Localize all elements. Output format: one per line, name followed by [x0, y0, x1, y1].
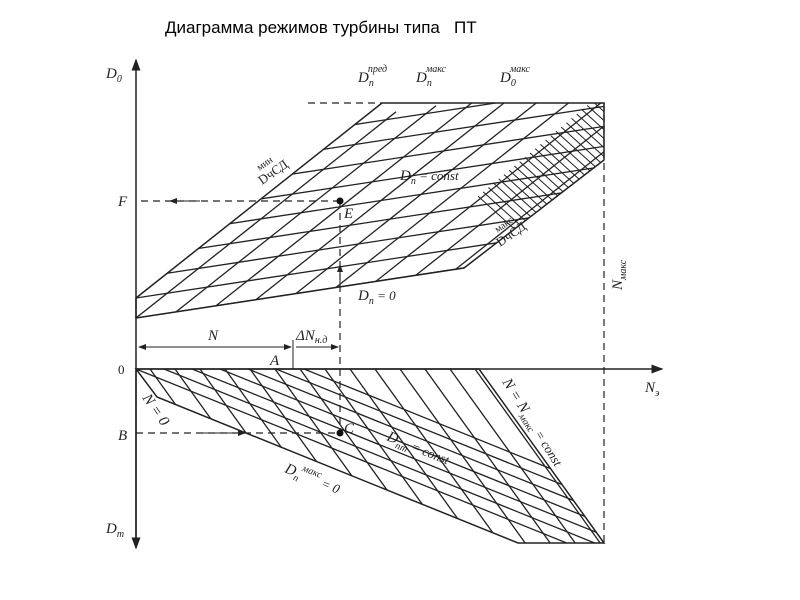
label-dp-const: Dп = const	[399, 168, 459, 187]
hatch-line	[599, 103, 604, 271]
lower-flow-line	[217, 369, 604, 543]
steam-flow-line	[415, 103, 604, 276]
hatch-line	[620, 90, 800, 270]
hatch-line	[630, 90, 800, 270]
lower-power-line	[399, 369, 529, 543]
label-d0-max: D0макс	[499, 64, 531, 89]
lower-power-line	[299, 369, 429, 543]
label-n-max-const: N = Nмакс = const	[496, 375, 566, 471]
steam-flow-line	[295, 103, 557, 295]
lower-flow-line	[189, 369, 604, 543]
dimension-label-n: N	[207, 328, 219, 344]
hatch-line	[650, 90, 800, 270]
hatch-line	[559, 103, 604, 271]
steam-flow-line	[335, 103, 597, 288]
point-label-b: B	[118, 428, 127, 444]
dimension-label-dn: ΔNн.д	[295, 328, 327, 346]
steam-flow-line	[455, 103, 604, 270]
steam-flow-line	[136, 111, 397, 318]
origin-label: 0	[118, 362, 125, 377]
lower-power-line	[424, 369, 554, 543]
extraction-line	[136, 103, 604, 159]
lower-power-line	[224, 369, 354, 543]
lower-power-line	[474, 369, 604, 543]
label-n-zero: N = 0	[138, 390, 172, 429]
axis-label-ne: Nэ	[644, 380, 660, 399]
point-label-f: F	[117, 194, 128, 210]
axis-label-dt: Dт	[105, 521, 124, 540]
label-dp-zero: Dп = 0	[357, 288, 396, 307]
extraction-line	[136, 184, 604, 259]
lower-flow-line	[136, 369, 604, 543]
extraction-line	[136, 104, 604, 179]
label-n-max: Nмакс	[610, 259, 629, 291]
label-dpt-const: Dпт = const	[382, 428, 451, 471]
hatch-line	[569, 103, 604, 271]
point-label-c: C	[344, 421, 355, 437]
point-e	[336, 197, 344, 205]
label-dp-pred: Dппред	[357, 64, 387, 89]
lower-power-line	[449, 369, 579, 543]
label-dp-max: Dпмакс	[415, 64, 447, 89]
lower-power-line	[349, 369, 479, 543]
hatch-line	[589, 103, 604, 271]
point-c	[336, 429, 344, 437]
point-label-a: A	[269, 353, 280, 369]
hatch-line	[439, 103, 604, 271]
steam-flow-line	[495, 103, 604, 264]
steam-flow-line	[535, 103, 604, 258]
lower-boundary	[134, 368, 606, 544]
hatch-line	[549, 103, 604, 271]
extraction-line	[136, 124, 604, 199]
steam-flow-line	[375, 103, 604, 282]
lower-flow-line	[136, 369, 577, 543]
diagram-title: Диаграмма режимов турбины типа ПТ	[165, 18, 477, 37]
axis-label-d0: D0	[105, 66, 122, 85]
label-dp-max-zero: Dпмакс = 0	[280, 457, 344, 501]
hatch-line	[539, 103, 604, 271]
hatch-line	[610, 90, 800, 270]
steam-flow-line	[255, 103, 517, 301]
lower-power-line	[174, 369, 304, 543]
extraction-line	[136, 164, 604, 239]
hatch-line	[579, 103, 604, 271]
hatch-line	[640, 90, 800, 270]
upper-mode-grid	[136, 103, 604, 318]
label-dcsd-min: DчСДмин	[250, 149, 291, 188]
lower-power-line	[374, 369, 504, 543]
point-label-e: E	[343, 206, 353, 222]
lower-flow-line	[161, 369, 604, 543]
lower-flow-line	[245, 369, 604, 543]
steam-flow-line	[215, 103, 477, 307]
steam-flow-line	[175, 105, 437, 313]
hatch-line	[459, 103, 604, 271]
